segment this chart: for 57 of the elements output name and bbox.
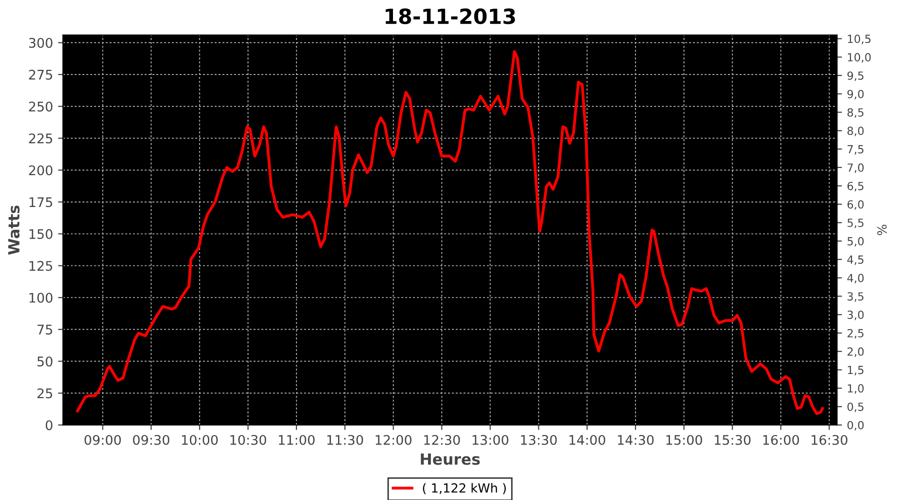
y2-tick-label: 9,5 (847, 71, 864, 81)
y2-tick-label: 7,0 (848, 163, 864, 173)
y2-axis-title: % (877, 224, 887, 236)
y2-tick-label: 5,0 (848, 237, 864, 247)
y-tick-label: 50 (38, 356, 52, 366)
y2-tick-label: 5,5 (848, 218, 864, 228)
y2-tick-label: 6,5 (848, 182, 864, 192)
x-tick-label: 09:00 (84, 434, 121, 445)
y2-tick-label: 3,5 (848, 292, 864, 302)
y-tick-label: 100 (30, 292, 52, 303)
y-tick-label: 275 (29, 70, 52, 80)
y-tick-label: 75 (38, 324, 52, 335)
y2-tick-label: 10,0 (848, 53, 871, 63)
y-tick-label: 125 (30, 260, 52, 271)
x-tick-label: 09:30 (133, 434, 170, 445)
x-tick-label: 16:30 (812, 434, 848, 445)
y-tick-label: 150 (30, 229, 52, 240)
y-tick-label: 25 (37, 388, 52, 398)
x-tick-label: 12:00 (376, 434, 412, 445)
y2-tick-label: 3,0 (848, 310, 864, 320)
line-series (76, 50, 824, 415)
y2-tick-label: 9,0 (847, 90, 864, 100)
y2-tick-label: 1,0 (848, 384, 864, 394)
y-tick-label: 175 (30, 197, 52, 208)
y-axis-title: Watts (8, 206, 20, 255)
x-tick-label: 11:30 (327, 434, 364, 445)
y2-tick-label: 6,0 (848, 200, 864, 210)
x-tick-label: 13:00 (472, 434, 508, 445)
y2-tick-label: 4,5 (847, 256, 864, 265)
x-tick-label: 15:30 (714, 434, 751, 445)
y2-tick-label: 0,0 (847, 420, 864, 431)
x-tick-label: 15:00 (666, 434, 702, 445)
x-tick-label: 14:30 (618, 434, 654, 445)
y2-tick-label: 8,5 (847, 108, 864, 118)
y2-tick-label: 2,0 (848, 347, 864, 357)
legend-label: ( 1,122 kWh ) (422, 483, 506, 494)
y-tick-label: 300 (29, 38, 52, 48)
y-tick-label: 200 (29, 165, 52, 176)
x-tick-label: 10:00 (182, 434, 218, 445)
x-tick-label: 10:30 (230, 434, 266, 445)
y2-tick-label: 2,5 (848, 328, 864, 339)
y-tick-label: 250 (29, 102, 52, 112)
y2-tick-label: 1,5 (848, 366, 864, 376)
y2-tick-label: 4,0 (847, 274, 864, 284)
x-tick-label: 14:00 (570, 434, 606, 445)
y2-tick-label: 7,5 (848, 145, 864, 155)
x-tick-label: 13:30 (521, 434, 557, 445)
x-tick-label: 16:00 (763, 434, 799, 445)
y-tick-label: 225 (29, 133, 52, 144)
x-tick-label: 12:30 (424, 434, 460, 445)
x-tick-label: 11:00 (278, 434, 315, 445)
y-tick-label: 0 (46, 420, 52, 430)
x-axis-title: Heures (420, 454, 480, 465)
chart-title: 18-11-2013 (386, 8, 515, 24)
y2-tick-label: 8,0 (847, 126, 864, 136)
y2-tick-label: 0,5 (847, 402, 864, 412)
y2-tick-label: 10,5 (848, 34, 870, 44)
